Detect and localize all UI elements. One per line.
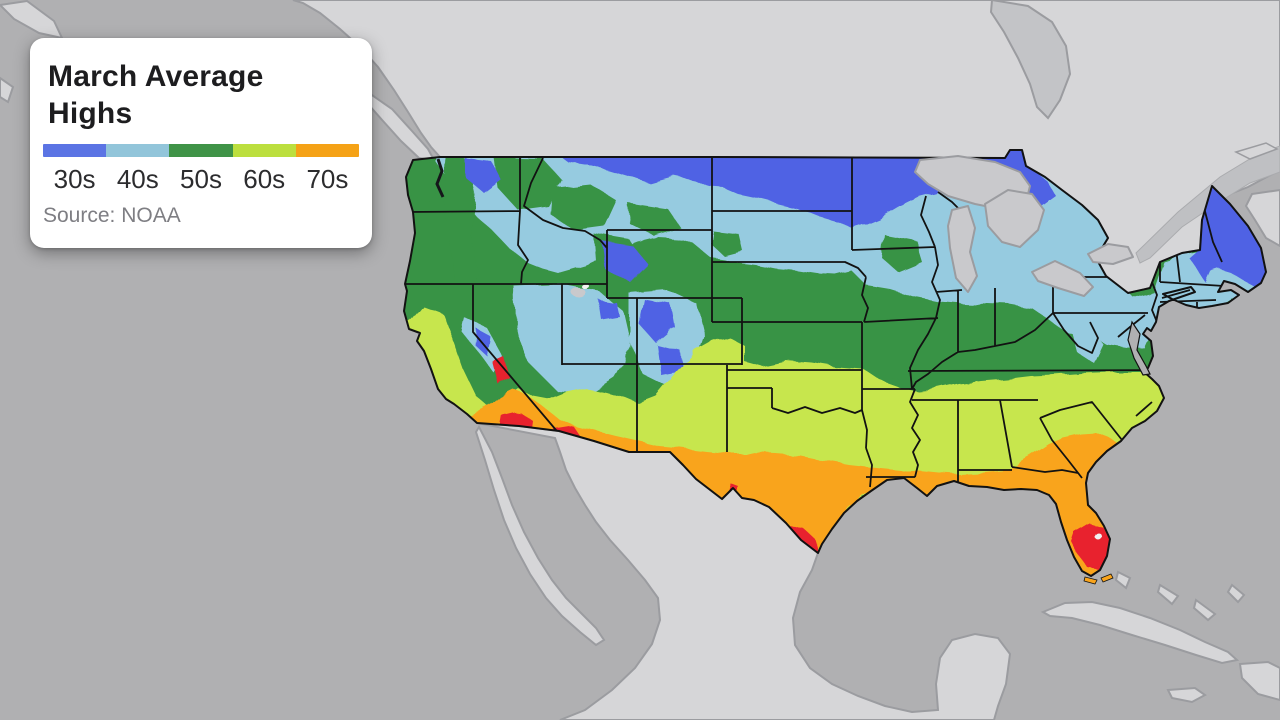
great-lakes xyxy=(914,155,1134,297)
great-salt-lake xyxy=(571,287,585,297)
jamaica-island xyxy=(1166,686,1207,704)
cuba-island xyxy=(1040,600,1240,665)
legend-swatch-70s xyxy=(295,144,359,157)
legend-labels: 30s 40s 50s 60s 70s xyxy=(43,164,359,195)
legend-label-60s: 60s xyxy=(243,164,286,194)
caribbean-islands xyxy=(1040,570,1280,704)
legend-label-70s: 70s xyxy=(306,164,349,194)
chesapeake-bay xyxy=(1127,320,1151,376)
band-70s xyxy=(446,389,1131,576)
lake-okeechobee xyxy=(1094,532,1102,540)
source-text: Source: NOAA xyxy=(43,204,181,227)
legend-color-bar xyxy=(43,144,359,157)
lake-ontario xyxy=(1087,243,1134,265)
florida-keys xyxy=(1083,573,1114,585)
legend-swatch-40s xyxy=(106,144,170,157)
puget-sound xyxy=(435,158,445,198)
legend-card: March Average Highs 30s 40s 50s 60s 70s … xyxy=(30,38,372,248)
legend-title-line2: Highs xyxy=(48,97,133,130)
lake-huron xyxy=(984,189,1045,248)
baja-peninsula xyxy=(474,424,606,647)
legend-swatch-30s xyxy=(43,144,107,157)
legend-label-50s: 50s xyxy=(180,164,222,194)
legend-swatch-50s xyxy=(169,144,233,157)
bahamas-islands xyxy=(1114,570,1246,622)
lake-michigan xyxy=(947,205,978,293)
state-borders xyxy=(405,157,1225,488)
legend-title: March Average Highs xyxy=(48,58,354,132)
hudson-bay xyxy=(989,0,1072,120)
legend-label-40s: 40s xyxy=(116,164,159,194)
band-60s xyxy=(404,307,1200,576)
legend-swatch-60s xyxy=(232,144,296,157)
legend-label-30s: 30s xyxy=(53,164,96,194)
lake-erie xyxy=(1031,260,1094,297)
hispaniola-island xyxy=(1238,660,1280,702)
legend-title-line1: March Average xyxy=(48,60,264,93)
maritime-landmass xyxy=(1244,188,1280,248)
anticosti-island xyxy=(1233,142,1279,160)
